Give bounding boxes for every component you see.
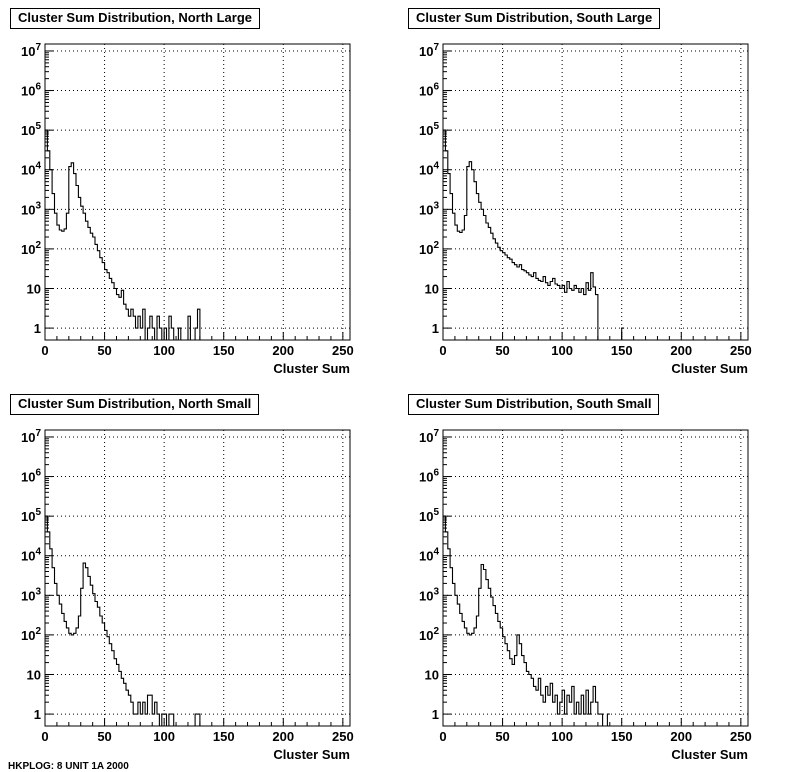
chart-title: Cluster Sum Distribution, South Small — [408, 394, 660, 415]
x-tick-label: 200 — [272, 729, 294, 744]
y-tick-label: 106 — [419, 468, 439, 485]
y-tick-label: 102 — [419, 626, 439, 643]
x-tick-label: 0 — [439, 343, 446, 358]
y-tick-label: 107 — [21, 42, 41, 59]
x-tick-label: 150 — [213, 343, 235, 358]
y-tick-label: 104 — [21, 161, 41, 178]
x-axis-title: Cluster Sum — [671, 361, 748, 376]
y-tick-label: 105 — [419, 121, 439, 138]
y-tick-label: 105 — [21, 121, 41, 138]
plot-frame — [44, 43, 351, 341]
y-tick-label: 102 — [419, 240, 439, 257]
y-tick-label: 1 — [432, 707, 439, 722]
histogram-series — [443, 129, 625, 341]
x-tick-label: 150 — [611, 343, 633, 358]
histogram-plot: 0 50 100 150 200 250 1 10 102 103 104 105 106 107 Clus… — [21, 42, 354, 376]
x-tick-label: 0 — [41, 729, 48, 744]
x-tick-label: 50 — [495, 729, 509, 744]
x-tick-label: 100 — [551, 729, 573, 744]
histogram-series — [443, 515, 610, 727]
y-tick-label: 1 — [432, 321, 439, 336]
histogram-plot: 0 50 100 150 200 250 1 10 102 103 104 105 106 107 Clus… — [419, 42, 752, 376]
x-tick-label: 250 — [332, 343, 354, 358]
y-tick-label: 104 — [419, 161, 439, 178]
x-tick-label: 150 — [213, 729, 235, 744]
y-tick-label: 103 — [21, 200, 41, 217]
x-axis-title: Cluster Sum — [273, 747, 350, 762]
y-tick-label: 106 — [21, 82, 41, 99]
chart-title: Cluster Sum Distribution, North Small — [10, 394, 260, 415]
y-tick-label: 105 — [419, 507, 439, 524]
x-tick-label: 250 — [332, 729, 354, 744]
x-tick-label: 200 — [670, 729, 692, 744]
x-tick-label: 250 — [730, 729, 752, 744]
y-tick-label: 1 — [34, 321, 41, 336]
plot-frame — [442, 43, 749, 341]
x-tick-label: 50 — [97, 343, 111, 358]
histogram-plot: 0 50 100 150 200 250 1 10 102 103 104 105 106 107 Clus… — [419, 428, 752, 762]
x-tick-label: 200 — [272, 343, 294, 358]
x-tick-label: 200 — [670, 343, 692, 358]
y-tick-label: 107 — [419, 42, 439, 59]
plot-frame — [442, 429, 749, 727]
x-tick-label: 0 — [41, 343, 48, 358]
y-tick-label: 102 — [21, 240, 41, 257]
x-tick-label: 250 — [730, 343, 752, 358]
plot-frame — [44, 429, 351, 727]
chart-title: Cluster Sum Distribution, North Large — [10, 8, 261, 29]
x-tick-label: 0 — [439, 729, 446, 744]
x-tick-label: 100 — [153, 343, 175, 358]
histogram-series — [45, 515, 203, 727]
y-tick-label: 103 — [21, 586, 41, 603]
footer-text: HKPLOG: 8 UNIT 1A 2000 — [8, 761, 129, 772]
y-tick-label: 104 — [419, 547, 439, 564]
y-tick-label: 10 — [27, 667, 41, 682]
x-axis-title: Cluster Sum — [273, 361, 350, 376]
y-tick-label: 1 — [34, 707, 41, 722]
x-tick-label: 150 — [611, 729, 633, 744]
pad-north-large: Cluster Sum Distribution, North Large 0 5… — [0, 0, 398, 386]
x-tick-label: 50 — [495, 343, 509, 358]
y-tick-label: 107 — [419, 428, 439, 445]
x-tick-label: 100 — [551, 343, 573, 358]
histogram-plot: 0 50 100 150 200 250 1 10 102 103 104 105 106 107 Clus… — [21, 428, 354, 762]
y-tick-label: 106 — [21, 468, 41, 485]
pad-south-small: Cluster Sum Distribution, South Small 0 5… — [398, 386, 796, 772]
y-tick-label: 10 — [27, 281, 41, 296]
y-tick-label: 103 — [419, 200, 439, 217]
y-tick-label: 104 — [21, 547, 41, 564]
chart-title: Cluster Sum Distribution, South Large — [408, 8, 661, 29]
y-tick-label: 107 — [21, 428, 41, 445]
x-axis-title: Cluster Sum — [671, 747, 748, 762]
y-tick-label: 10 — [425, 667, 439, 682]
y-tick-label: 105 — [21, 507, 41, 524]
y-tick-label: 10 — [425, 281, 439, 296]
histogram-series — [45, 129, 203, 341]
x-tick-label: 50 — [97, 729, 111, 744]
x-tick-label: 100 — [153, 729, 175, 744]
pad-north-small: Cluster Sum Distribution, North Small 0 5… — [0, 386, 398, 772]
y-tick-label: 103 — [419, 586, 439, 603]
pad-south-large: Cluster Sum Distribution, South Large 0 5… — [398, 0, 796, 386]
y-tick-label: 106 — [419, 82, 439, 99]
y-tick-label: 102 — [21, 626, 41, 643]
